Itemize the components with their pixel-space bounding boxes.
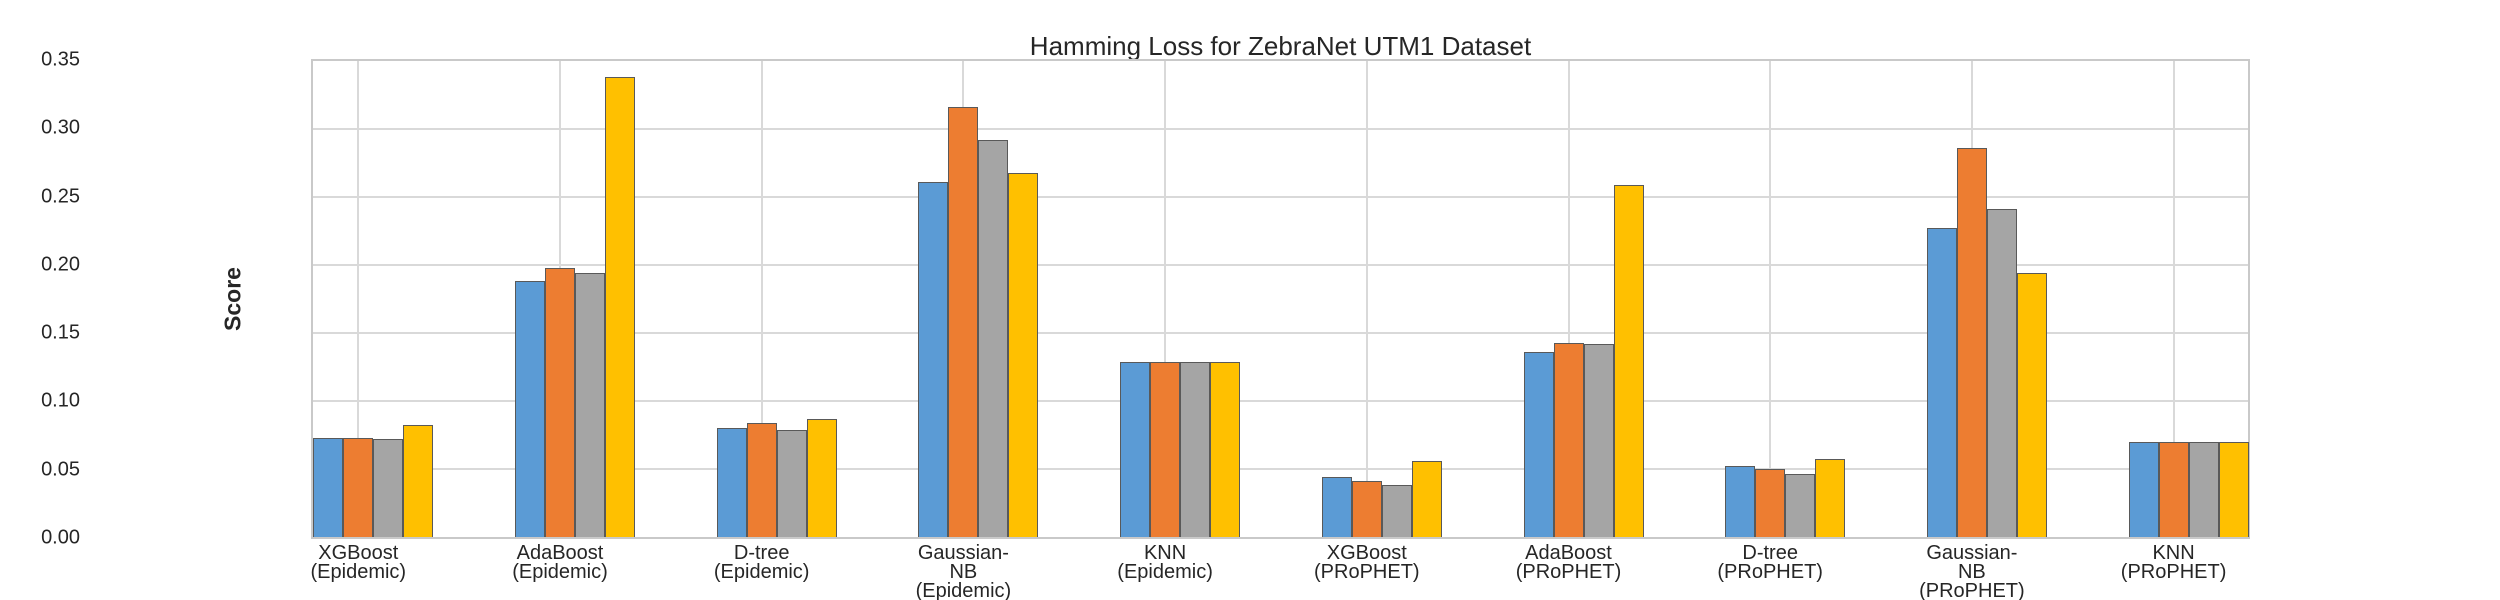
bar-series-gray-cat7	[1583, 343, 1614, 537]
bar-series-blue-cat6	[1321, 477, 1352, 537]
bar-series-orange-cat4	[948, 107, 979, 537]
x-tick-label-line: D-tree	[1742, 542, 1798, 564]
bar-series-orange-cat10	[2158, 441, 2189, 537]
bar-series-yellow-cat9	[2016, 273, 2047, 537]
y-tick-label: 0.15	[41, 321, 80, 344]
gridline-vertical	[1365, 61, 1368, 537]
y-tick-label: 0.10	[41, 389, 80, 412]
gridline-vertical	[357, 61, 360, 537]
x-tick-label-line: (PRoPHET)	[1515, 561, 1622, 583]
y-tick-label: 0.20	[41, 253, 80, 276]
bar-series-yellow-cat7	[1613, 184, 1644, 537]
bar-series-gray-cat4	[978, 139, 1009, 537]
bar-series-yellow-cat5	[1210, 361, 1241, 537]
x-tick-label: XGBoost (PRoPHET)	[1257, 542, 1477, 583]
bar-series-blue-cat10	[2128, 441, 2159, 537]
x-tick-label-line: KNN	[2152, 542, 2195, 564]
bar-series-gray-cat5	[1180, 361, 1211, 537]
bar-series-orange-cat8	[1755, 469, 1786, 537]
x-tick-label-line: AdaBoost	[516, 542, 604, 564]
plot-area	[311, 59, 2250, 539]
gridline-horizontal	[313, 264, 2248, 266]
bar-series-yellow-cat1	[403, 425, 434, 537]
x-tick-label-line: (PRoPHET)	[1314, 561, 1420, 583]
x-tick-label-line: KNN	[1143, 542, 1187, 564]
bar-series-yellow-cat2	[605, 77, 635, 537]
x-tick-label-line: (PRoPHET)	[1919, 580, 2025, 600]
gridline-horizontal	[313, 196, 2248, 198]
bar-series-blue-cat3	[716, 428, 747, 537]
bar-series-blue-cat2	[515, 281, 545, 537]
y-tick-label: 0.25	[41, 185, 80, 208]
y-tick-label: 0.00	[41, 526, 80, 549]
x-tick-label: KNN (Epidemic)	[1055, 542, 1275, 583]
gridline-horizontal	[313, 332, 2248, 334]
x-tick-label-line: Gaussian-	[917, 542, 1009, 564]
x-tick-label: D-tree (PRoPHET)	[1660, 542, 1880, 583]
x-tick-label-line: (Epidemic)	[713, 561, 810, 583]
gridline-vertical	[1567, 61, 1570, 537]
bar-series-gray-cat2	[575, 273, 605, 537]
bar-series-gray-cat1	[373, 439, 404, 537]
bar-series-yellow-cat4	[1008, 172, 1039, 537]
gridline-horizontal	[313, 468, 2248, 470]
bar-series-orange-cat6	[1351, 481, 1382, 537]
x-tick-label: KNN (PRoPHET)	[2064, 542, 2284, 583]
x-tick-label-line: Gaussian-	[1926, 542, 2018, 564]
bar-series-gray-cat6	[1381, 485, 1412, 537]
x-tick-label-line: D-tree	[733, 542, 790, 564]
bar-series-blue-cat9	[1926, 228, 1957, 537]
bar-series-yellow-cat6	[1411, 460, 1442, 537]
gridline-vertical	[1164, 61, 1167, 537]
chart-title: Hamming Loss for ZebraNet UTM1 Dataset	[1029, 31, 1532, 61]
y-tick-label: 0.35	[41, 48, 80, 71]
x-tick-label-line: (PRoPHET)	[1717, 561, 1823, 583]
bar-series-gray-cat8	[1785, 474, 1816, 537]
x-tick-label-line: NB	[1957, 561, 1986, 583]
bar-series-gray-cat3	[776, 429, 807, 537]
bar-series-orange-cat2	[545, 267, 575, 537]
bar-series-yellow-cat3	[806, 418, 837, 537]
bar-series-gray-cat10	[2188, 441, 2219, 537]
x-tick-label-line: (Epidemic)	[1117, 561, 1213, 583]
bar-series-blue-cat8	[1725, 466, 1756, 537]
x-tick-label-line: NB	[949, 561, 978, 583]
x-tick-label: AdaBoost (PRoPHET)	[1459, 542, 1679, 583]
gridline-vertical	[760, 61, 763, 537]
x-tick-label-line: (Epidemic)	[512, 561, 608, 583]
bar-series-orange-cat3	[746, 422, 777, 537]
x-tick-label: Gaussian- NB (Epidemic)	[853, 542, 1073, 600]
gridline-vertical	[2172, 61, 2175, 537]
bar-series-blue-cat5	[1120, 361, 1151, 537]
x-tick-label-line: (Epidemic)	[915, 580, 1012, 600]
bar-series-orange-cat9	[1956, 148, 1987, 537]
bar-series-blue-cat1	[313, 437, 344, 537]
bar-series-gray-cat9	[1986, 209, 2017, 537]
x-tick-label: XGBoost (Epidemic)	[248, 542, 468, 583]
x-tick-label-line: XGBoost	[1326, 542, 1407, 564]
bar-series-yellow-cat10	[2218, 441, 2249, 537]
x-tick-label: AdaBoost (Epidemic)	[450, 542, 670, 583]
x-tick-label: D-tree (Epidemic)	[652, 542, 872, 583]
x-tick-label-line: (Epidemic)	[310, 561, 407, 583]
gridline-horizontal	[313, 128, 2248, 130]
gridline-vertical	[1769, 61, 1772, 537]
x-tick-label-line: XGBoost	[318, 542, 399, 564]
bar-series-blue-cat4	[918, 182, 949, 537]
bar-series-orange-cat7	[1553, 342, 1584, 537]
bar-series-orange-cat1	[343, 437, 374, 537]
bar-series-blue-cat7	[1523, 352, 1554, 537]
y-tick-label: 0.30	[41, 116, 80, 139]
bar-series-orange-cat5	[1150, 361, 1181, 537]
gridline-horizontal	[313, 400, 2248, 402]
bar-series-yellow-cat8	[1815, 459, 1846, 537]
y-axis-label: Score	[219, 267, 246, 331]
y-tick-label: 0.05	[41, 458, 80, 481]
x-tick-label: Gaussian- NB (PRoPHET)	[1862, 542, 2082, 600]
x-tick-label-line: AdaBoost	[1525, 542, 1612, 564]
x-tick-label-line: (PRoPHET)	[2120, 561, 2227, 583]
